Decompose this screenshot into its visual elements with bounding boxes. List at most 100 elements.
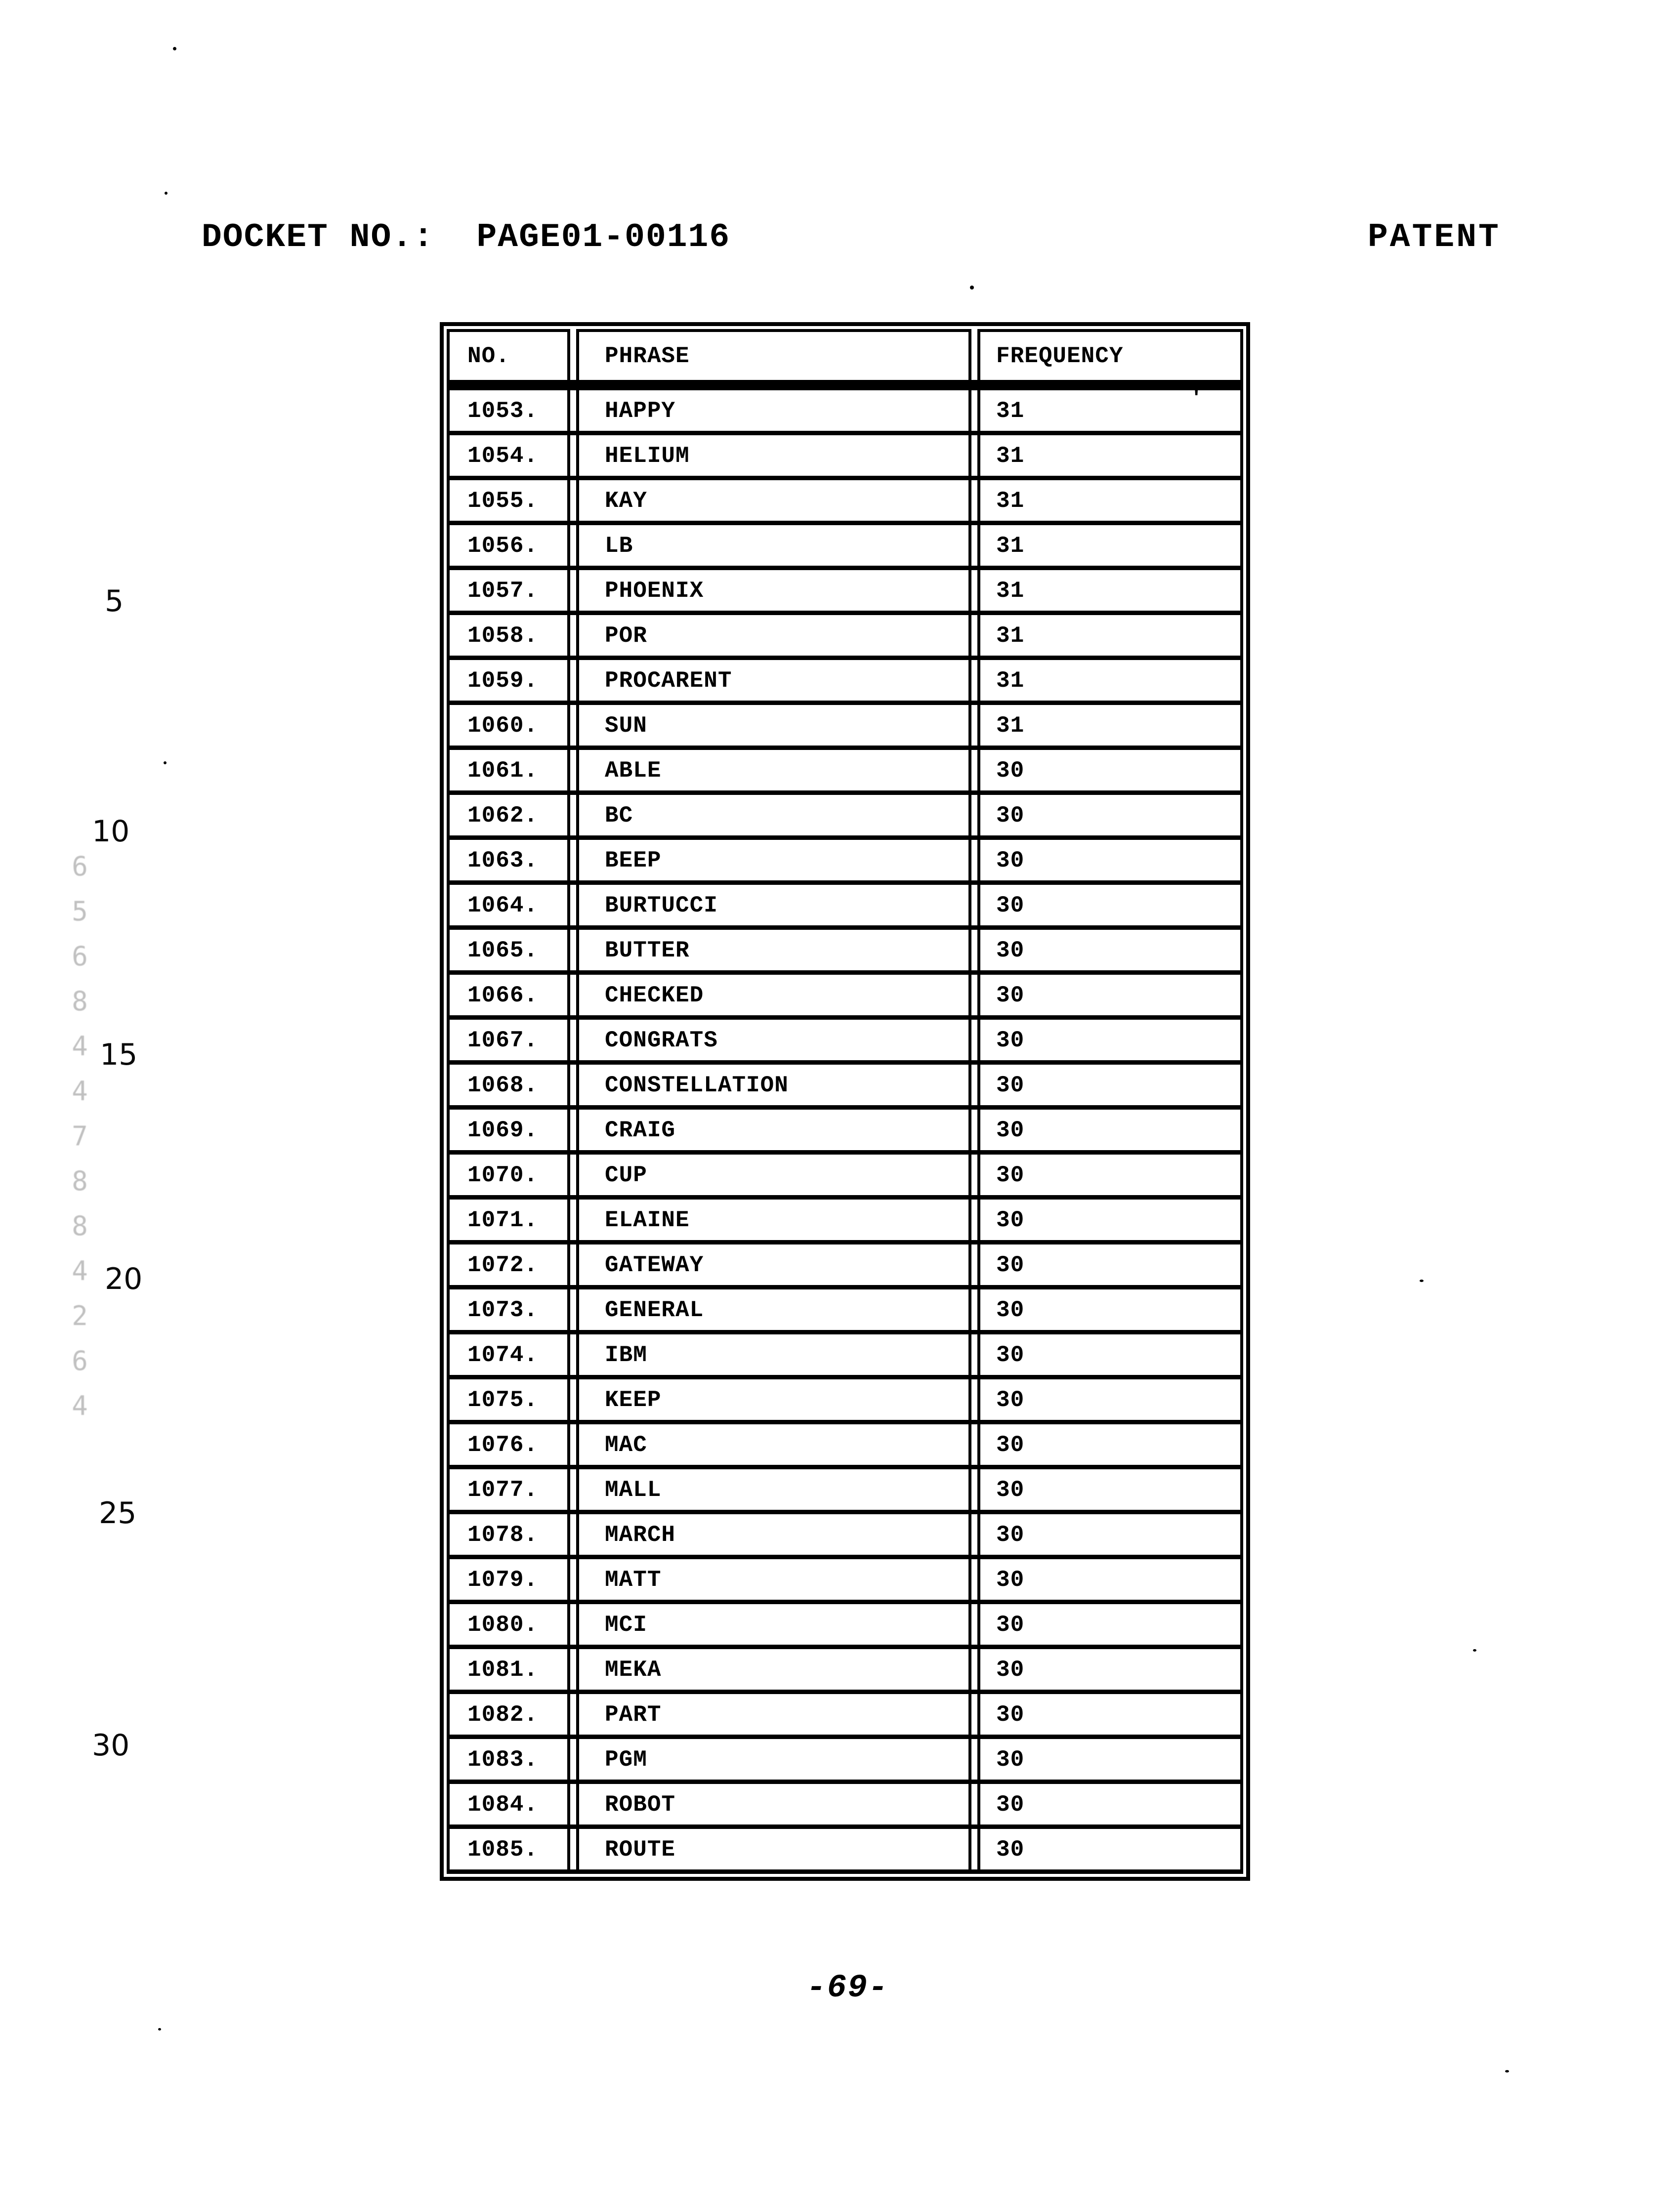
cell-phrase: GENERAL [576, 1289, 971, 1330]
column-divider [570, 840, 576, 880]
column-divider [971, 1469, 977, 1510]
cell-no: 1080. [447, 1604, 570, 1645]
cell-frequency: 30 [977, 1200, 1243, 1240]
row-frequency: 30 [996, 893, 1025, 918]
row-number: 1067. [467, 1028, 539, 1053]
cell-no: 1081. [447, 1649, 570, 1690]
row-frequency: 30 [996, 1297, 1025, 1323]
row-frequency: 30 [996, 1432, 1025, 1458]
cell-frequency: 30 [977, 1244, 1243, 1285]
column-divider [570, 1155, 576, 1195]
row-frequency: 31 [996, 398, 1025, 424]
column-divider [971, 1020, 977, 1060]
scan-speck [1473, 1649, 1476, 1652]
column-divider [570, 795, 576, 835]
cell-frequency: 30 [977, 1514, 1243, 1555]
table-row: 1083. PGM 30 [447, 1739, 1243, 1784]
cell-phrase: ROBOT [576, 1784, 971, 1824]
table-row: 1072. GATEWAY 30 [447, 1244, 1243, 1289]
column-divider [971, 1200, 977, 1240]
row-frequency: 30 [996, 1387, 1025, 1413]
cell-phrase: LB [576, 525, 971, 566]
cell-frequency: 31 [977, 615, 1243, 656]
table-row: 1077. MALL 30 [447, 1469, 1243, 1514]
scan-speck [1420, 1280, 1424, 1282]
cell-frequency: 30 [977, 1784, 1243, 1824]
table-row: 1074. IBM 30 [447, 1334, 1243, 1379]
cell-phrase: KEEP [576, 1379, 971, 1420]
row-phrase: MATT [605, 1567, 662, 1593]
cell-frequency: 30 [977, 1739, 1243, 1780]
table-row: 1065. BUTTER 30 [447, 930, 1243, 975]
row-frequency: 30 [996, 1252, 1025, 1278]
cell-phrase: POR [576, 615, 971, 656]
table-row: 1079. MATT 30 [447, 1559, 1243, 1604]
column-divider [570, 1784, 576, 1824]
cell-phrase: MALL [576, 1469, 971, 1510]
row-frequency: 30 [996, 1028, 1025, 1053]
row-phrase: PGM [605, 1747, 647, 1773]
row-frequency: 31 [996, 668, 1025, 694]
row-phrase: LB [605, 533, 633, 559]
cell-phrase: CHECKED [576, 975, 971, 1015]
cell-frequency: 30 [977, 1065, 1243, 1105]
row-phrase: HELIUM [605, 443, 690, 469]
row-frequency: 31 [996, 578, 1025, 604]
column-divider [570, 1244, 576, 1285]
cell-frequency: 30 [977, 750, 1243, 790]
docket-number: DOCKET NO.: PAGE01-00116 [202, 218, 731, 256]
row-phrase: ROBOT [605, 1792, 676, 1818]
row-frequency: 30 [996, 1118, 1025, 1143]
cell-phrase: ELAINE [576, 1200, 971, 1240]
row-phrase: BEEP [605, 848, 662, 873]
row-number: 1056. [467, 533, 539, 559]
column-divider [570, 1289, 576, 1330]
row-frequency: 30 [996, 1162, 1025, 1188]
column-divider [971, 930, 977, 970]
row-number: 1057. [467, 578, 539, 604]
row-phrase: KEEP [605, 1387, 662, 1413]
cell-frequency: 30 [977, 1604, 1243, 1645]
table-row: 1070. CUP 30 [447, 1155, 1243, 1200]
table-row: 1066. CHECKED 30 [447, 975, 1243, 1020]
table-row: 1076. MAC 30 [447, 1424, 1243, 1469]
table-row: 1058. POR 31 [447, 615, 1243, 660]
row-phrase: MEKA [605, 1657, 662, 1683]
row-phrase: GATEWAY [605, 1252, 704, 1278]
column-divider [971, 840, 977, 880]
row-frequency: 30 [996, 1747, 1025, 1773]
row-phrase: ROUTE [605, 1837, 676, 1863]
cell-frequency: 30 [977, 1155, 1243, 1195]
column-divider [971, 1379, 977, 1420]
row-phrase: GENERAL [605, 1297, 704, 1323]
cell-frequency: 30 [977, 885, 1243, 925]
cell-phrase: PGM [576, 1739, 971, 1780]
column-divider [971, 1694, 977, 1735]
row-number: 1060. [467, 713, 539, 739]
column-divider [971, 1424, 977, 1465]
cell-no: 1070. [447, 1155, 570, 1195]
cell-frequency: 30 [977, 975, 1243, 1015]
row-phrase: MALL [605, 1477, 662, 1503]
column-divider [570, 1649, 576, 1690]
row-frequency: 31 [996, 533, 1025, 559]
cell-phrase: HELIUM [576, 435, 971, 476]
scan-speck [165, 192, 168, 195]
column-divider [971, 1244, 977, 1285]
column-divider [971, 1784, 977, 1824]
cell-no: 1063. [447, 840, 570, 880]
row-number: 1085. [467, 1837, 539, 1863]
column-header-frequency-label: FREQUENCY [996, 343, 1124, 369]
cell-no: 1060. [447, 705, 570, 746]
cell-frequency: 30 [977, 1020, 1243, 1060]
column-divider [971, 570, 977, 611]
cell-phrase: MATT [576, 1559, 971, 1600]
column-divider [570, 705, 576, 746]
cell-phrase: BC [576, 795, 971, 835]
cell-no: 1078. [447, 1514, 570, 1555]
column-divider [570, 885, 576, 925]
table-row: 1060. SUN 31 [447, 705, 1243, 750]
row-number: 1061. [467, 758, 539, 784]
cell-no: 1082. [447, 1694, 570, 1735]
cell-phrase: BURTUCCI [576, 885, 971, 925]
